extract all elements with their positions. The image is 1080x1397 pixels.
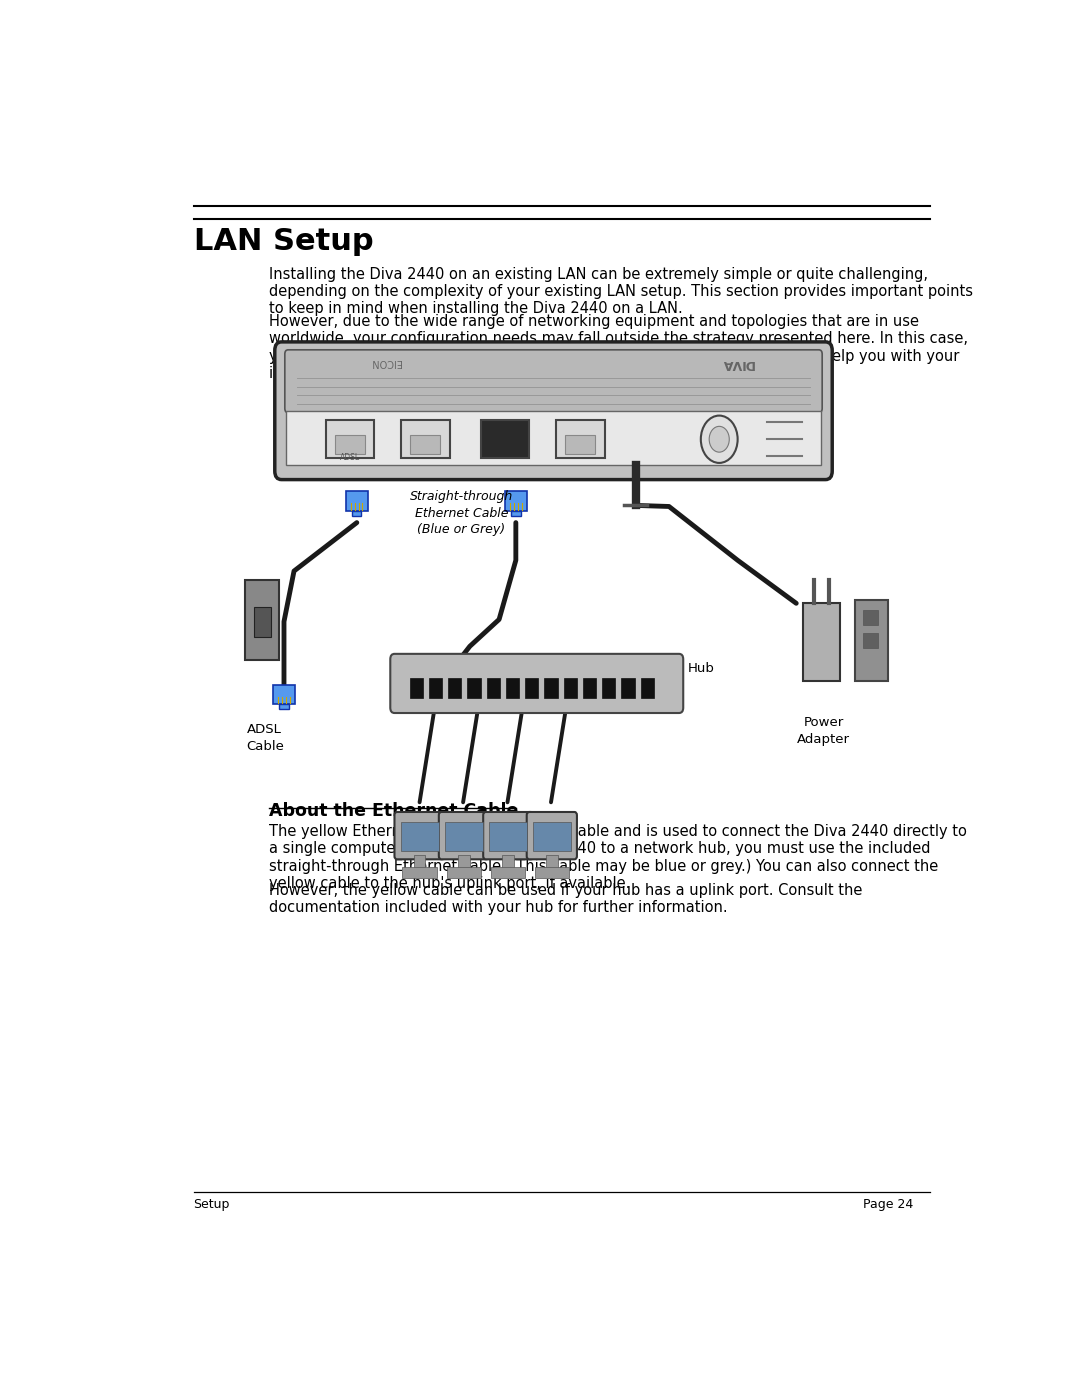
Bar	[273, 685, 295, 704]
Bar	[481, 420, 529, 458]
Bar	[855, 601, 888, 680]
Bar	[414, 855, 426, 869]
Bar	[326, 420, 375, 458]
Bar	[335, 434, 365, 454]
Bar	[486, 678, 500, 698]
Bar	[410, 434, 441, 454]
Bar	[525, 678, 539, 698]
FancyBboxPatch shape	[390, 654, 684, 712]
Bar	[448, 678, 461, 698]
Bar	[254, 606, 271, 637]
Text: EICON: EICON	[370, 358, 402, 367]
Bar	[565, 434, 595, 454]
Bar	[401, 821, 438, 851]
Bar	[621, 678, 635, 698]
Text: Page 24: Page 24	[863, 1199, 914, 1211]
Bar	[458, 855, 470, 869]
Bar	[429, 678, 442, 698]
Bar	[409, 678, 423, 698]
Text: About the Ethernet Cable: About the Ethernet Cable	[269, 802, 518, 820]
Bar	[546, 855, 557, 869]
FancyBboxPatch shape	[527, 812, 577, 859]
Bar	[544, 678, 557, 698]
Bar	[491, 868, 526, 877]
Text: The yellow Ethernet cable is a crossover cable and is used to connect the Diva 2: The yellow Ethernet cable is a crossover…	[269, 824, 967, 891]
Text: However, the yellow cable can be used if your hub has a uplink port. Consult the: However, the yellow cable can be used if…	[269, 883, 862, 915]
Bar	[401, 420, 449, 458]
FancyBboxPatch shape	[274, 342, 833, 479]
FancyBboxPatch shape	[394, 812, 445, 859]
Bar	[802, 604, 840, 680]
Bar	[564, 678, 577, 698]
Bar	[245, 580, 279, 661]
Bar	[489, 821, 527, 851]
Text: However, due to the wide range of networking equipment and topologies that are i: However, due to the wide range of networ…	[269, 314, 968, 381]
Text: Installing the Diva 2440 on an existing LAN can be extremely simple or quite cha: Installing the Diva 2440 on an existing …	[269, 267, 973, 316]
Bar	[863, 633, 878, 648]
Circle shape	[701, 415, 738, 462]
Text: Power
Adapter: Power Adapter	[797, 717, 850, 746]
Bar	[602, 678, 616, 698]
Bar	[535, 868, 569, 877]
Bar	[403, 868, 436, 877]
Bar	[640, 678, 654, 698]
Bar	[511, 511, 521, 515]
Bar	[583, 678, 596, 698]
Bar	[556, 420, 605, 458]
Circle shape	[710, 426, 729, 453]
Bar	[468, 678, 481, 698]
Bar	[863, 609, 878, 624]
Text: DIVA: DIVA	[721, 358, 754, 370]
Text: Hub: Hub	[688, 662, 714, 676]
FancyBboxPatch shape	[483, 812, 534, 859]
Bar	[280, 704, 288, 710]
Text: ADSL
Cable: ADSL Cable	[246, 722, 284, 753]
Bar	[505, 492, 527, 511]
FancyBboxPatch shape	[285, 349, 822, 412]
Text: ADSL: ADSL	[340, 454, 360, 462]
Text: Straight-through
Ethernet Cable
(Blue or Grey): Straight-through Ethernet Cable (Blue or…	[409, 490, 513, 536]
Bar	[346, 492, 367, 511]
Bar	[286, 411, 821, 465]
Bar	[502, 855, 514, 869]
Bar	[532, 821, 571, 851]
Bar	[505, 678, 519, 698]
Bar	[445, 821, 483, 851]
Text: Setup: Setup	[193, 1199, 230, 1211]
Bar	[352, 511, 362, 515]
Text: LAN Setup: LAN Setup	[193, 226, 374, 256]
Bar	[447, 868, 481, 877]
FancyBboxPatch shape	[438, 812, 489, 859]
